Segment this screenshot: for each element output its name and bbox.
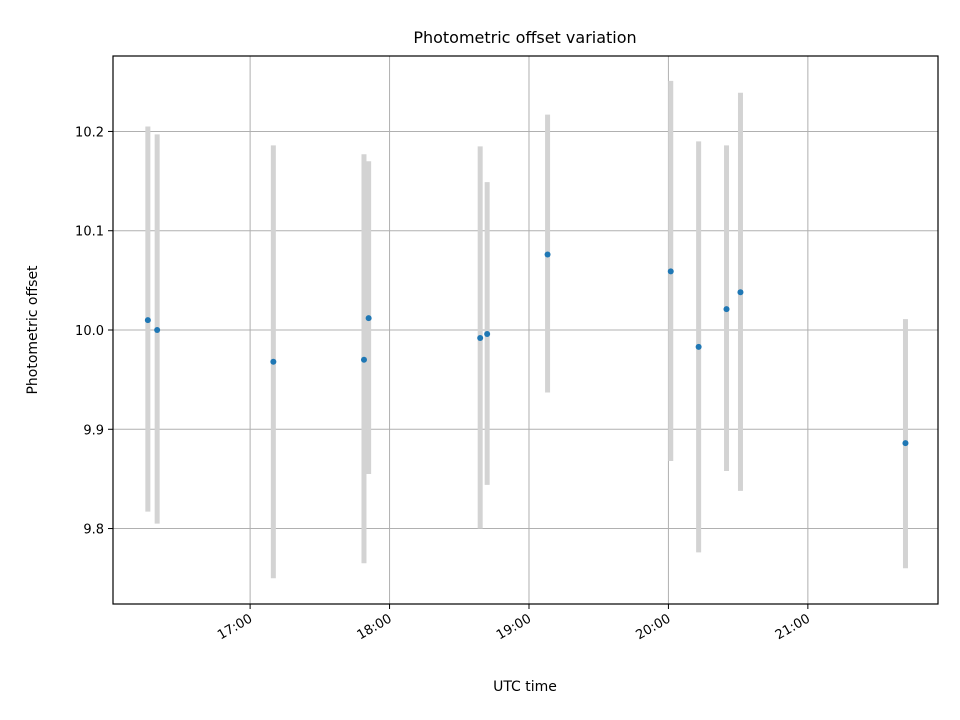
data-points: [144, 251, 909, 447]
data-point-0: [144, 317, 151, 324]
x-axis-label: UTC time: [493, 679, 557, 695]
chart-title: Photometric offset variation: [413, 28, 636, 47]
y-axis-label: Photometric offset: [25, 265, 41, 395]
y-tick-label: 9.9: [83, 423, 104, 438]
data-point-9: [695, 343, 702, 350]
x-tick-label: 20:00: [633, 611, 673, 643]
data-point-7: [544, 251, 551, 258]
y-tick-label: 9.8: [83, 523, 104, 538]
x-tick-label: 19:00: [494, 611, 534, 643]
x-tick-label: 17:00: [215, 611, 255, 643]
data-point-12: [902, 440, 909, 447]
data-point-5: [477, 334, 484, 341]
data-point-11: [737, 289, 744, 296]
y-axis-ticks: 9.8 9.9 10.0 10.1 10.2: [75, 125, 113, 538]
data-point-6: [484, 330, 491, 337]
data-point-3: [360, 356, 367, 363]
grid: [113, 56, 938, 604]
data-point-4: [365, 315, 372, 322]
x-tick-label: 18:00: [355, 611, 395, 643]
data-point-2: [270, 358, 277, 365]
data-point-10: [723, 306, 730, 313]
y-tick-label: 10.1: [75, 225, 104, 240]
x-tick-label: 21:00: [773, 611, 813, 643]
y-tick-label: 10.2: [75, 125, 104, 140]
y-tick-label: 10.0: [75, 324, 104, 339]
x-axis-ticks: 17:00 18:00 19:00 20:00 21:00: [215, 604, 813, 643]
data-point-8: [667, 268, 674, 275]
data-point-1: [154, 327, 161, 333]
